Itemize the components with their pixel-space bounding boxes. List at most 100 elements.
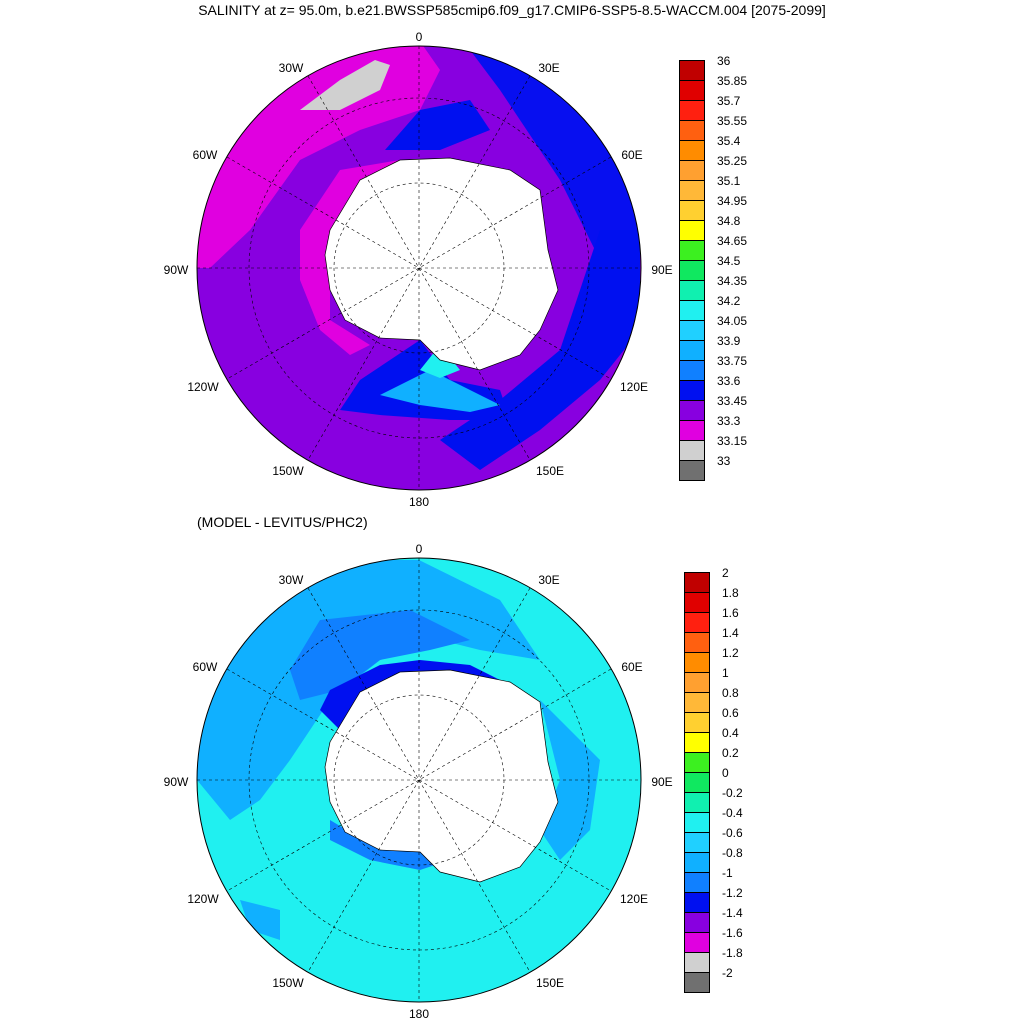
salinity-colorbar-swatch [679, 300, 705, 321]
anomaly-colorbar-swatch [684, 732, 710, 753]
anomaly-colorbar-tick-label: 0.6 [722, 706, 739, 720]
bottom-map-border [196, 557, 642, 1003]
bottom-label-60w: 60W [192, 660, 218, 674]
anomaly-colorbar-tick-label: 1.6 [722, 606, 739, 620]
salinity-colorbar-tick-label: 33.9 [717, 334, 741, 348]
salinity-colorbar-swatch [679, 180, 705, 201]
anomaly-colorbar-tick-label: -0.6 [722, 826, 743, 840]
salinity-colorbar-swatch [679, 280, 705, 301]
anomaly-colorbar-swatch [684, 952, 710, 973]
top-label-30e: 30E [538, 61, 560, 75]
salinity-colorbar-swatch [679, 200, 705, 221]
salinity-colorbar-swatch [679, 340, 705, 361]
top-map-border [196, 45, 642, 491]
anomaly-colorbar-tick-label: 0.2 [722, 746, 739, 760]
bottom-label-120w: 120W [187, 892, 219, 906]
salinity-colorbar-swatch [679, 360, 705, 381]
salinity-colorbar-tick-label: 33.3 [717, 414, 741, 428]
salinity-colorbar-swatch [679, 140, 705, 161]
salinity-colorbar-swatch [679, 320, 705, 341]
anomaly-colorbar-swatch [684, 752, 710, 773]
salinity-colorbar-swatch [679, 420, 705, 441]
anomaly-colorbar-tick-label: -0.4 [722, 806, 743, 820]
salinity-colorbar-tick-label: 36 [717, 54, 731, 68]
salinity-colorbar-tick-label: 34.35 [717, 274, 748, 288]
salinity-colorbar-tick-label: 34.65 [717, 234, 748, 248]
salinity-colorbar-tick-label: 33.6 [717, 374, 741, 388]
anomaly-colorbar-tick-label: 1.2 [722, 646, 739, 660]
bottom-label-90w: 90W [163, 775, 189, 789]
salinity-colorbar-swatch [679, 460, 705, 481]
salinity-colorbar-tick-label: 35.4 [717, 134, 741, 148]
salinity-colorbar-tick-label: 35.25 [717, 154, 748, 168]
salinity-colorbar-swatch [679, 100, 705, 121]
anomaly-colorbar-tick-label: 1.8 [722, 586, 739, 600]
anomaly-colorbar-swatch [684, 812, 710, 833]
top-label-180: 180 [408, 495, 430, 509]
anomaly-colorbar-swatch [684, 672, 710, 693]
bottom-label-120e: 120E [619, 892, 649, 906]
anomaly-colorbar-tick-label: 1 [722, 666, 729, 680]
bottom-label-150w: 150W [272, 976, 304, 990]
anomaly-colorbar-swatch [684, 572, 710, 593]
anomaly-colorbar-swatch [684, 912, 710, 933]
anomaly-colorbar-swatch [684, 692, 710, 713]
anomaly-colorbar-swatch [684, 652, 710, 673]
anomaly-colorbar-tick-label: -1.6 [722, 926, 743, 940]
anomaly-colorbar-swatch [684, 612, 710, 633]
anomaly-colorbar-tick-label: 0.8 [722, 686, 739, 700]
top-label-90e: 90E [651, 263, 673, 277]
salinity-colorbar-tick-label: 35.55 [717, 114, 748, 128]
salinity-colorbar-swatch [679, 120, 705, 141]
bottom-label-0: 0 [415, 542, 423, 556]
anomaly-colorbar-swatch [684, 632, 710, 653]
salinity-colorbar-tick-label: 35.1 [717, 174, 741, 188]
anomaly-colorbar-swatch [684, 592, 710, 613]
anomaly-colorbar-tick-label: -1.2 [722, 886, 743, 900]
bottom-label-30w: 30W [278, 573, 304, 587]
anomaly-colorbar-swatch [684, 772, 710, 793]
figure-title: SALINITY at z= 95.0m, b.e21.BWSSP585cmip… [198, 2, 826, 18]
salinity-colorbar-tick-label: 35.85 [717, 74, 748, 88]
salinity-colorbar-swatch [679, 380, 705, 401]
top-label-150e: 150E [535, 464, 565, 478]
anomaly-colorbar-swatch [684, 892, 710, 913]
anomaly-colorbar-swatch [684, 832, 710, 853]
anomaly-colorbar-tick-label: -1 [722, 866, 733, 880]
salinity-colorbar-swatch [679, 440, 705, 461]
anomaly-colorbar-tick-label: -0.8 [722, 846, 743, 860]
top-label-30w: 30W [278, 61, 304, 75]
top-label-60w: 60W [192, 148, 218, 162]
anomaly-map [197, 558, 641, 1002]
anomaly-colorbar-swatch [684, 852, 710, 873]
top-label-120w: 120W [187, 380, 219, 394]
anomaly-colorbar-swatch [684, 932, 710, 953]
anomaly-colorbar-tick-label: 0 [722, 766, 729, 780]
anomaly-colorbar-tick-label: -0.2 [722, 786, 743, 800]
anomaly-colorbar-swatch [684, 872, 710, 893]
salinity-colorbar-tick-label: 34.5 [717, 254, 741, 268]
top-label-0: 0 [415, 30, 423, 44]
salinity-colorbar-swatch [679, 80, 705, 101]
anomaly-colorbar-tick-label: -1.8 [722, 946, 743, 960]
salinity-colorbar-swatch [679, 60, 705, 81]
salinity-colorbar-tick-label: 33 [717, 454, 731, 468]
bottom-label-150e: 150E [535, 976, 565, 990]
anomaly-colorbar-tick-label: -2 [722, 966, 733, 980]
bottom-label-180: 180 [408, 1007, 430, 1021]
anomaly-colorbar-swatch [684, 972, 710, 993]
bottom-label-90e: 90E [651, 775, 673, 789]
salinity-colorbar-tick-label: 34.05 [717, 314, 748, 328]
salinity-colorbar-swatch [679, 160, 705, 181]
salinity-colorbar-swatch [679, 260, 705, 281]
anomaly-colorbar-tick-label: 0.4 [722, 726, 739, 740]
salinity-colorbar-tick-label: 33.45 [717, 394, 748, 408]
salinity-colorbar-tick-label: 34.95 [717, 194, 748, 208]
salinity-colorbar-tick-label: 33.15 [717, 434, 748, 448]
top-label-60e: 60E [621, 148, 643, 162]
anomaly-colorbar-tick-label: 1.4 [722, 626, 739, 640]
salinity-colorbar: 36 35.85 35.7 35.55 35.4 35.25 35.1 34.95 34.8 34… [679, 54, 759, 481]
top-label-120e: 120E [619, 380, 649, 394]
anomaly-colorbar-swatch [684, 712, 710, 733]
